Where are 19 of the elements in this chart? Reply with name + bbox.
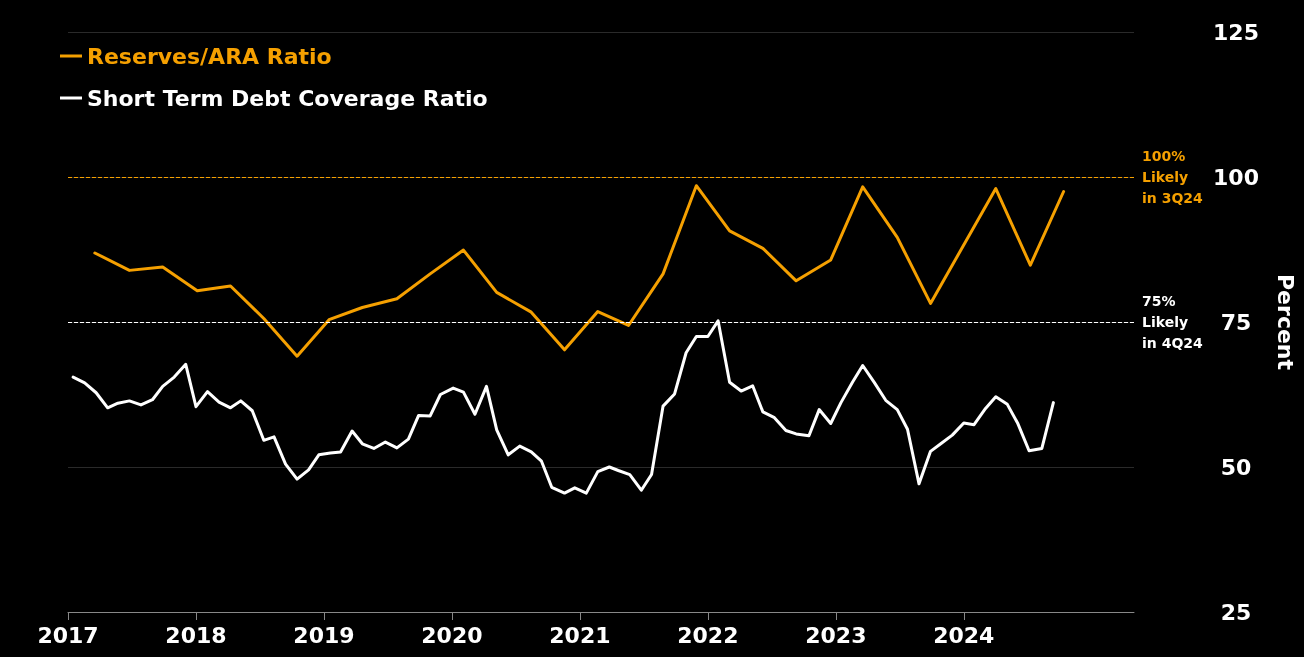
y-tick-label: 50 (1220, 454, 1252, 480)
x-tick-label: 2018 (165, 622, 227, 648)
y-tick-label: 125 (1213, 19, 1259, 45)
ref-line-label: 75% Likely in 4Q24 (1142, 293, 1204, 351)
x-tick-label: 2017 (37, 622, 99, 648)
x-tick-label: 2020 (421, 622, 483, 648)
x-tick-label: 2019 (293, 622, 355, 648)
x-tick-label: 2023 (805, 622, 867, 648)
legend-label: Short Term Debt Coverage Ratio (87, 85, 488, 111)
y-tick-label: 25 (1220, 599, 1252, 625)
x-tick-label: 2024 (933, 622, 995, 648)
y-tick-label: 100 (1213, 164, 1259, 190)
ref-line-label: 100% Likely in 3Q24 (1142, 148, 1204, 206)
x-tick-label: 2021 (549, 622, 611, 648)
y-axis-title: Percent (1272, 273, 1298, 371)
y-tick-label: 75 (1220, 309, 1252, 335)
line-series (93, 184, 1066, 358)
x-tick-label: 2022 (677, 622, 739, 648)
legend-label: Reserves/ARA Ratio (87, 43, 332, 69)
